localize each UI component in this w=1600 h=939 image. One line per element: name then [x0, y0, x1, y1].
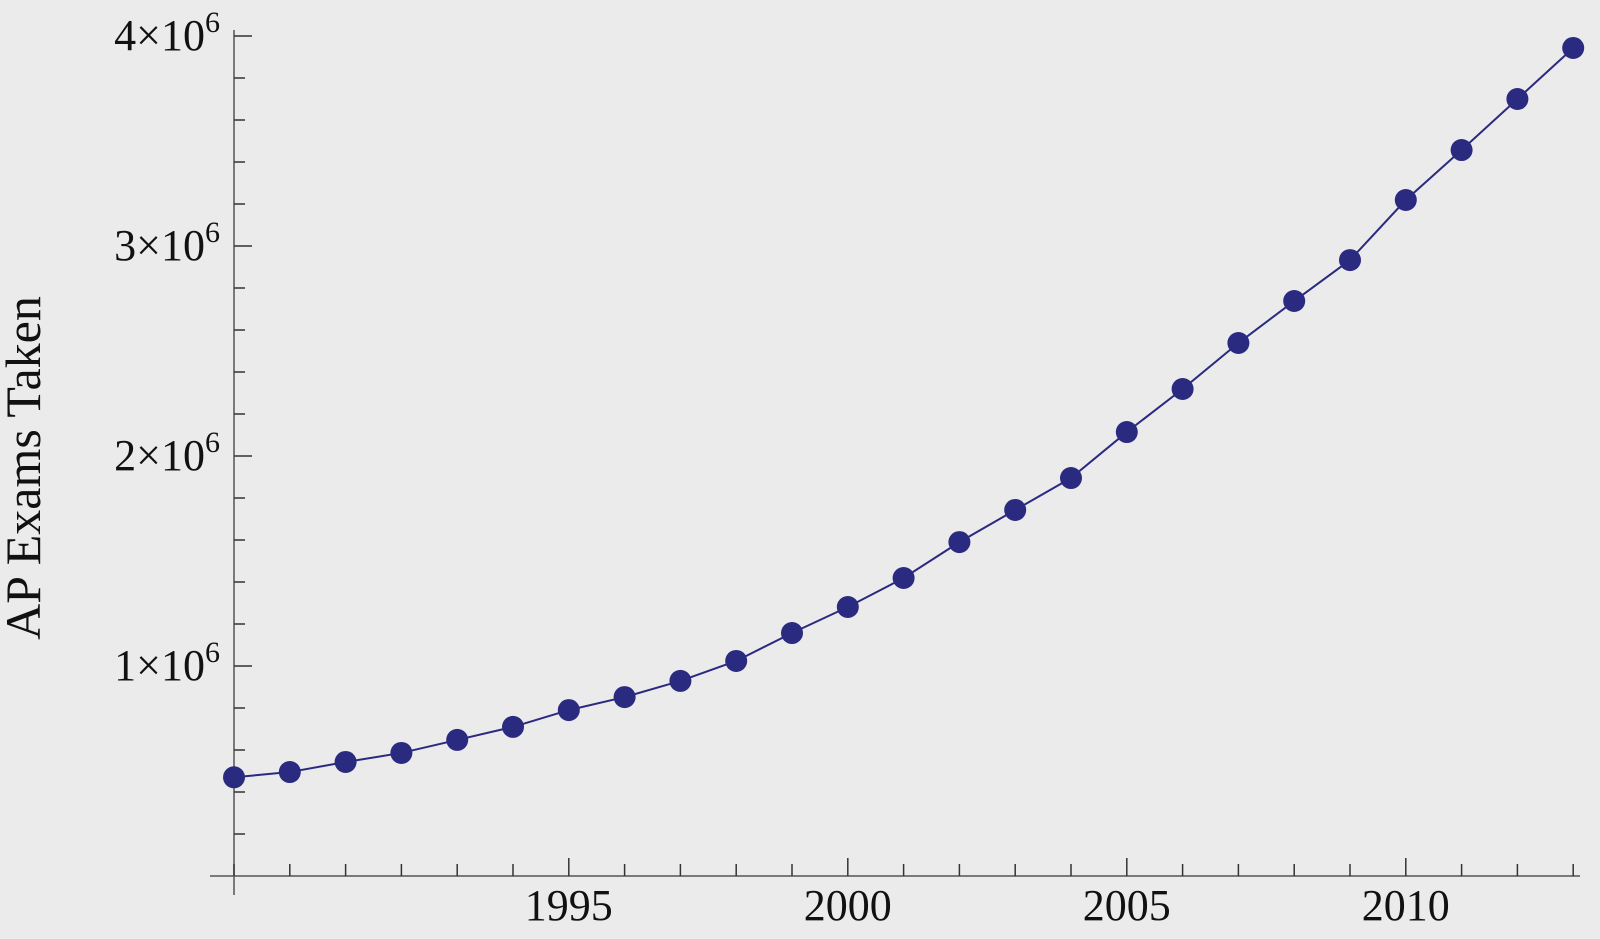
- data-point-marker: [725, 649, 748, 672]
- data-point-marker: [781, 622, 803, 645]
- data-point-marker: [1394, 189, 1417, 212]
- data-point-marker: [669, 669, 692, 692]
- x-tick-label: 2010: [1362, 881, 1450, 930]
- data-point-marker: [1506, 88, 1529, 110]
- data-point-marker: [223, 766, 245, 789]
- data-point-marker: [1004, 498, 1027, 521]
- data-point-marker: [446, 728, 469, 751]
- y-tick-label: 3×106: [114, 216, 220, 270]
- x-tick-label: 2000: [804, 881, 892, 930]
- data-series: [223, 36, 1585, 789]
- data-point-marker: [892, 567, 915, 590]
- data-point-marker: [334, 750, 357, 773]
- data-point-marker: [502, 715, 524, 738]
- series-line: [233, 47, 1574, 779]
- data-point-marker: [613, 686, 636, 709]
- x-ticks: 1995 2000 2005 2010: [233, 858, 1574, 930]
- axes: [210, 30, 1580, 895]
- x-tick-label: 2005: [1083, 881, 1171, 930]
- y-tick-label: 1×106: [114, 636, 220, 690]
- data-point-marker: [836, 595, 859, 618]
- data-point-marker: [278, 761, 301, 784]
- data-point-marker: [1450, 139, 1473, 162]
- data-point-marker: [1171, 378, 1194, 401]
- data-point-marker: [1060, 467, 1082, 490]
- data-point-marker: [390, 741, 413, 764]
- data-point-marker: [948, 531, 971, 554]
- y-tick-label: 4×106: [114, 6, 220, 60]
- y-tick-label: 2×106: [114, 426, 220, 480]
- data-point-marker: [557, 699, 580, 722]
- data-point-marker: [1562, 36, 1585, 59]
- data-point-marker: [1339, 249, 1361, 272]
- data-point-marker: [1283, 290, 1306, 313]
- x-tick-label: 1995: [525, 881, 613, 930]
- y-axis-label: AP Exams Taken: [0, 296, 51, 640]
- y-ticks: 1×106 2×106 3×106 4×106: [114, 6, 252, 835]
- data-point-marker: [1115, 421, 1138, 444]
- data-point-marker: [1227, 332, 1250, 355]
- y-axis-label-group: AP Exams Taken: [0, 296, 51, 640]
